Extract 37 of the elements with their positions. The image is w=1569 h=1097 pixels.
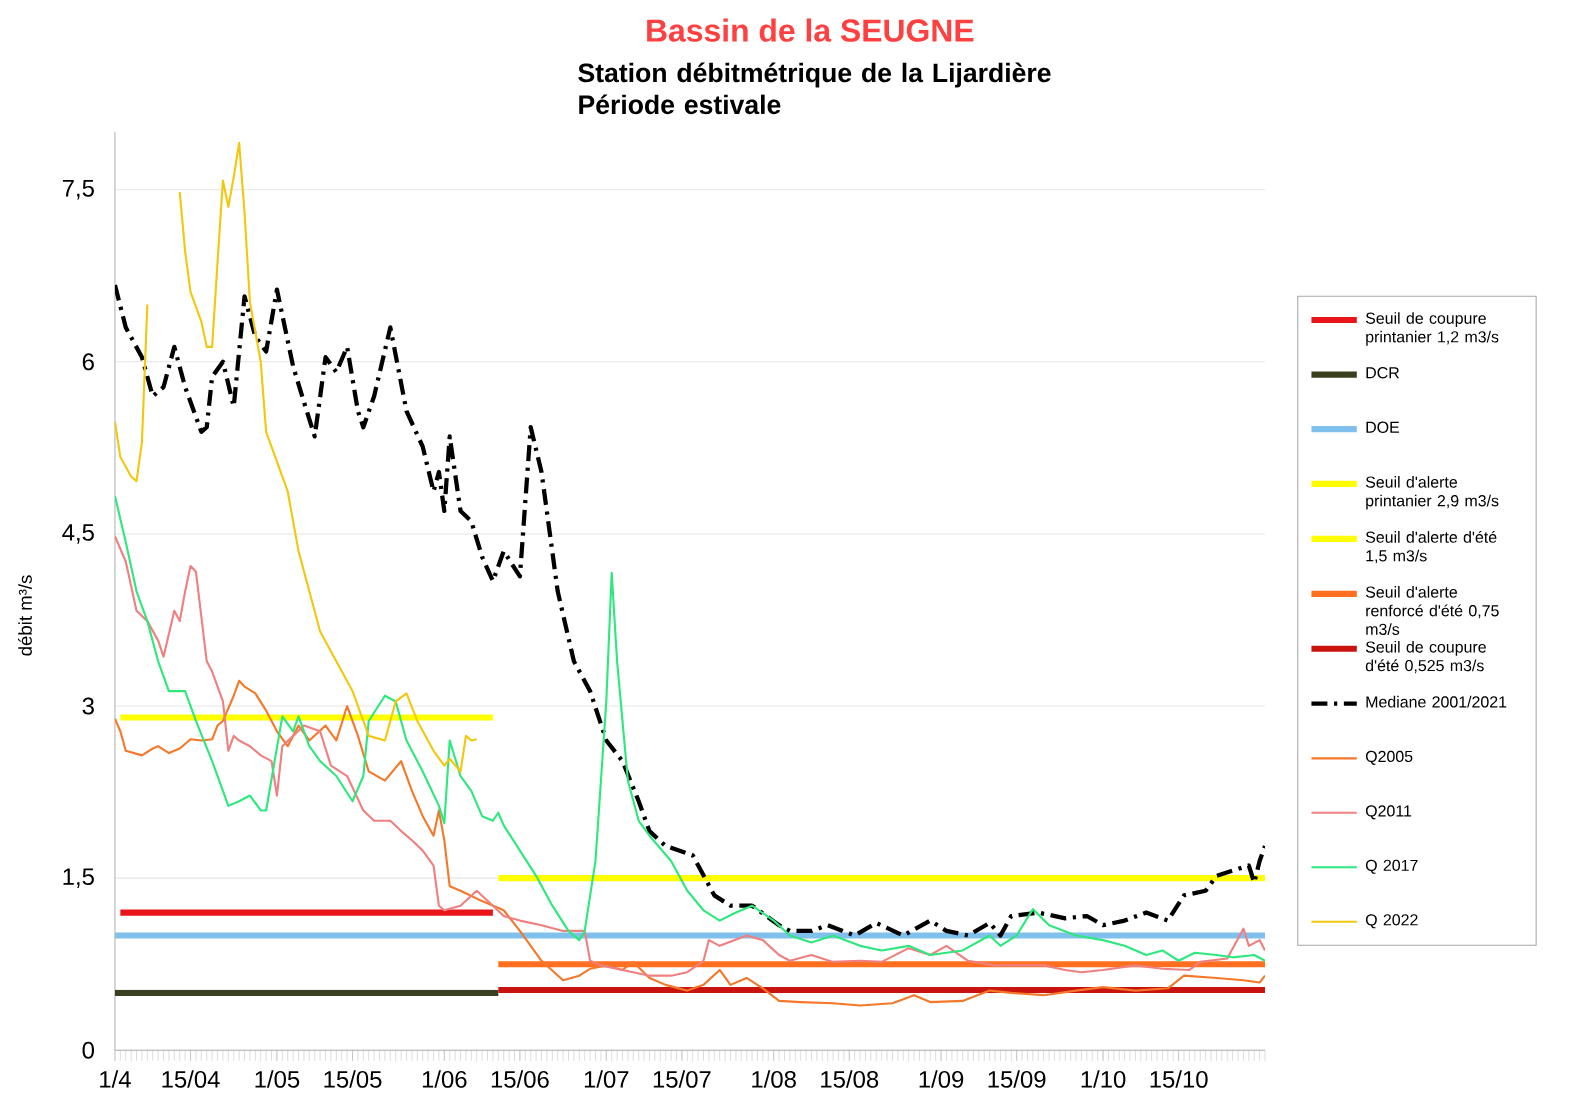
legend-label: DOE (1366, 421, 1400, 434)
line-series (114, 679, 1266, 1007)
x-tick-label: 1/06 (422, 1070, 467, 1088)
chart-subtitle: Station débitmétrique de la Lijardière Période estivale (578, 62, 1051, 115)
x-tick-label: 1/09 (919, 1070, 964, 1088)
y-tick-label: 4,5 (62, 524, 94, 544)
legend-label: Q 2017 (1365, 859, 1418, 875)
line-series (114, 282, 1266, 938)
legend-label: Seuil d'alerte printanier 2,9 m3/s (1365, 476, 1499, 510)
x-tick-label: 1/10 (1081, 1070, 1126, 1088)
x-tick-label: 15/10 (1150, 1070, 1208, 1088)
x-tick-label: 1/05 (255, 1070, 300, 1088)
chart-title: Bassin de la SEUGNE (647, 18, 974, 42)
x-tick-label: 15/05 (324, 1070, 382, 1088)
x-tick-label: 1/08 (752, 1070, 796, 1088)
y-tick-label: 7,5 (62, 180, 94, 200)
legend-label: Mediane 2001/2021 (1366, 695, 1507, 708)
x-tick-label: 1/4 (100, 1070, 131, 1088)
legend-label: Seuil de coupure d'été 0,525 m3/s (1365, 641, 1486, 674)
legend-label: DCR (1366, 367, 1400, 379)
y-tick-label: 1,5 (63, 868, 94, 889)
legend-label: Seuil d'alerte d'été 1,5 m3/s (1365, 531, 1497, 564)
x-tick-label: 1/07 (584, 1070, 629, 1088)
y-axis-title: débit m³/s (18, 575, 32, 656)
legend-label: Seuil de coupure printanier 1,2 m3/s (1365, 312, 1499, 346)
legend-label: Seuil d'alerte renforcé d'été 0,75 m3/s (1365, 586, 1499, 636)
x-tick-label: 15/04 (162, 1070, 220, 1088)
legend-label: Q2005 (1365, 750, 1413, 766)
x-tick-label: 15/08 (821, 1070, 879, 1088)
x-tick-label: 15/07 (653, 1070, 711, 1088)
x-tick-label: 15/09 (988, 1070, 1046, 1088)
x-tick-label: 15/06 (491, 1070, 549, 1088)
y-tick-label: 3 (82, 697, 94, 715)
legend-label: Q 2022 (1365, 914, 1418, 929)
y-tick-label: 6 (82, 353, 94, 371)
legend-label: Q2011 (1365, 805, 1412, 820)
y-tick-label: 0 (82, 1041, 94, 1059)
